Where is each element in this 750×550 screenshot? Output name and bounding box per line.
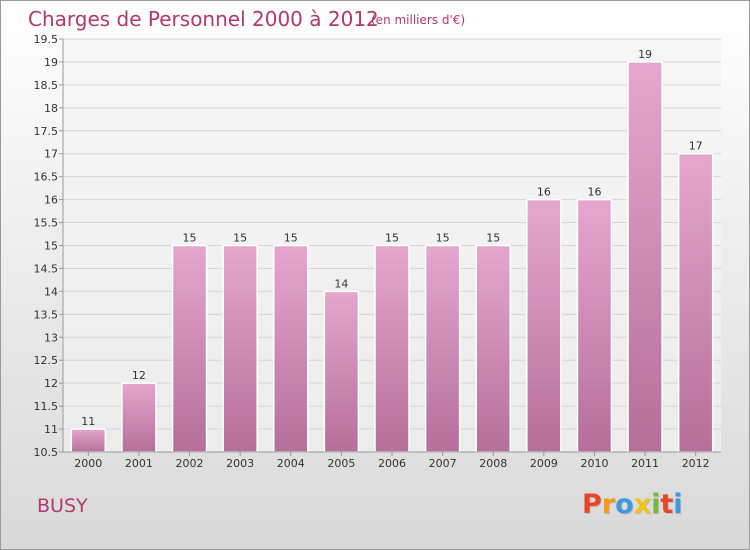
logo-letter: i — [673, 489, 683, 520]
bar-2011 — [627, 61, 663, 453]
y-tick-label: 18.5 — [34, 79, 59, 92]
y-tick-label: 12.5 — [34, 354, 59, 367]
logo-letter: o — [615, 489, 634, 520]
y-tick-label: 18 — [44, 102, 58, 115]
logo-letter: P — [582, 489, 602, 520]
bar-2003 — [222, 244, 258, 453]
y-tick-label: 19 — [44, 56, 58, 69]
x-tick-label: 2009 — [530, 457, 558, 470]
x-tick-label: 2007 — [429, 457, 457, 470]
town-name: BUSY — [37, 495, 88, 517]
x-tick-label: 2005 — [327, 457, 355, 470]
x-tick-label: 2011 — [631, 457, 659, 470]
y-tick-label: 11 — [44, 423, 58, 436]
data-label: 15 — [486, 232, 500, 245]
data-label: 15 — [284, 232, 298, 245]
x-tick-label: 2010 — [580, 457, 608, 470]
y-tick-label: 15.5 — [34, 217, 59, 230]
logo-letter: x — [633, 489, 652, 520]
y-axis: 10.5 11 11.5 12 12.5 13 13.5 14 14.5 15 15.5 16 16.5… — [34, 33, 63, 459]
chart-title: Charges de Personnel 2000 à 2012 — [28, 7, 379, 31]
bar-2005 — [323, 290, 360, 453]
y-tick-label: 19.5 — [34, 33, 59, 46]
data-label: 15 — [385, 232, 399, 245]
data-label: 15 — [233, 232, 247, 245]
bar-2000 — [70, 428, 107, 453]
x-tick-label: 2003 — [226, 457, 254, 470]
y-tick-label: 17.5 — [34, 125, 59, 138]
data-label: 15 — [183, 232, 197, 245]
bar-2009 — [526, 198, 562, 453]
x-tick-label: 2000 — [74, 457, 102, 470]
y-tick-label: 13.5 — [34, 308, 59, 321]
data-label: 12 — [132, 369, 146, 382]
bar-2006 — [374, 244, 410, 453]
data-label: 15 — [436, 232, 450, 245]
y-tick-label: 17 — [44, 148, 58, 161]
data-label: 14 — [334, 277, 348, 290]
x-tick-label: 2004 — [277, 457, 305, 470]
y-tick-label: 13 — [44, 331, 58, 344]
y-tick-label: 16.5 — [34, 171, 59, 184]
logo-letter: r — [601, 489, 616, 520]
y-tick-label: 12 — [44, 377, 58, 390]
logo-letter: i — [651, 489, 661, 520]
bar-2004 — [273, 244, 309, 453]
x-axis: 2000 2001 2002 2003 2004 2005 2006 2007 2008 2009… — [74, 452, 710, 470]
y-tick-label: 14 — [44, 285, 58, 298]
x-tick-label: 2006 — [378, 457, 406, 470]
chart-subtitle: (en milliers d'€) — [371, 13, 466, 27]
y-tick-label: 11.5 — [34, 400, 59, 413]
bar-2001 — [121, 382, 157, 453]
y-tick-label: 16 — [44, 194, 58, 207]
proxiti-logo[interactable]: Proxiti — [582, 489, 683, 520]
bars: 11 12 15 15 15 14 15 15 15 16 16 19 17 — [70, 48, 714, 453]
bar-2002 — [171, 244, 208, 453]
x-tick-label: 2012 — [682, 457, 710, 470]
data-label: 11 — [81, 415, 95, 428]
data-label: 16 — [587, 186, 601, 199]
y-tick-label: 10.5 — [34, 446, 59, 459]
bar-2012 — [677, 152, 714, 453]
y-tick-label: 15 — [44, 240, 58, 253]
bar-2010 — [576, 198, 613, 453]
bar-2008 — [475, 244, 511, 453]
logo-letter: t — [660, 489, 674, 520]
data-label: 19 — [638, 48, 652, 61]
data-label: 17 — [689, 140, 703, 153]
data-label: 16 — [537, 186, 551, 199]
y-tick-label: 14.5 — [34, 262, 59, 275]
x-tick-label: 2008 — [479, 457, 507, 470]
x-tick-label: 2001 — [125, 457, 153, 470]
bar-2007 — [424, 244, 461, 453]
x-tick-label: 2002 — [176, 457, 204, 470]
